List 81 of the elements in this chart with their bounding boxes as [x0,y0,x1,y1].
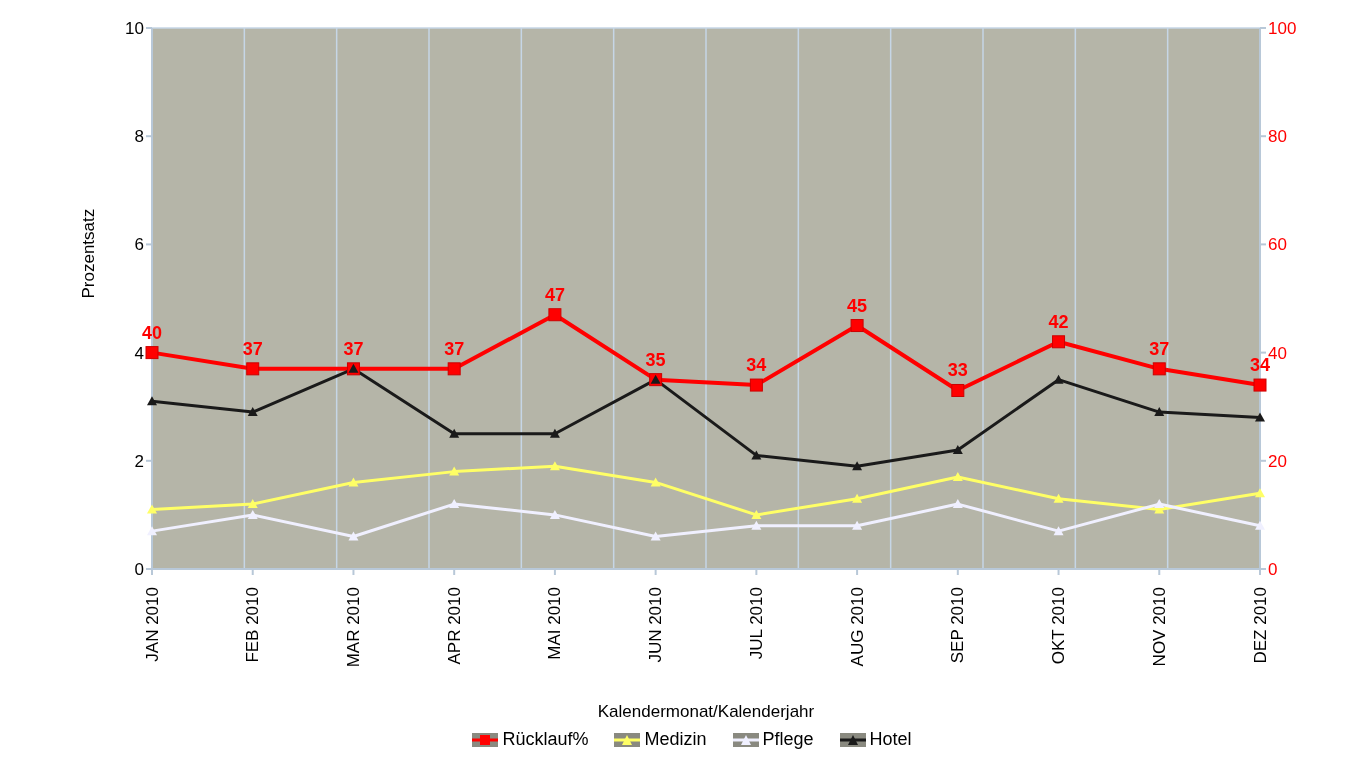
point [1053,526,1064,536]
x-tick-label: OKT 2010 [1049,587,1069,665]
point [951,383,965,397]
point [850,319,864,333]
point [247,499,258,509]
y-tick-label: 2 [134,451,144,471]
legend-label: Medizin [644,729,707,750]
x-tick-label: SEP 2010 [948,587,968,664]
data-label: 42 [1048,311,1069,332]
y2-tick-label: 0 [1268,560,1278,580]
x-tick-label: MAI 2010 [545,587,565,660]
y-tick-label: 6 [134,235,144,255]
point [246,362,260,376]
point [852,461,863,471]
y-tick-label: 10 [125,19,144,39]
data-label: 37 [343,338,364,359]
point [1253,378,1267,392]
point [147,396,157,406]
data-label: 34 [746,355,767,376]
x-axis-title: Kalendermonat/Kalenderjahr [597,702,815,721]
legend-label: Pflege [762,729,814,750]
legend-label: Hotel [869,729,912,750]
x-tick-label: MAR 2010 [343,587,363,668]
x-tick-label: JAN 2010 [142,587,162,662]
point [852,520,863,530]
y2-tick-label: 60 [1268,235,1287,255]
legend-label: Rücklauf% [502,729,589,750]
point [1154,499,1165,509]
point [1154,407,1165,417]
point [449,499,460,509]
point [549,428,560,438]
point [247,509,258,519]
point [1052,335,1066,349]
point [247,407,258,417]
x-tick-label: APR 2010 [444,587,464,665]
y-axis-title: Prozentsatz [79,208,99,299]
point [751,509,762,519]
point [548,308,562,322]
point [751,450,762,460]
point [449,428,460,438]
x-tick-label: NOV 2010 [1149,587,1169,667]
data-label: 33 [947,360,968,381]
y-tick-label: 0 [134,560,144,580]
data-label: 35 [645,349,666,370]
point [1152,362,1166,376]
point [1255,412,1265,422]
point [449,466,460,476]
y-tick-label: 8 [134,127,144,147]
point [1255,520,1265,530]
point [147,526,157,536]
point [952,499,963,509]
data-label: 47 [544,284,565,305]
x-tick-label: FEB 2010 [243,587,263,663]
point [751,520,762,530]
point [650,477,661,487]
point [749,378,763,392]
point [447,362,461,376]
point [549,509,560,519]
x-tick-label: DEZ 2010 [1250,587,1270,664]
y2-tick-label: 100 [1268,19,1297,39]
point [852,493,863,503]
y-tick-label: 4 [134,343,144,363]
point [549,461,560,471]
data-label: 37 [1149,338,1170,359]
x-tick-label: JUL 2010 [746,587,766,660]
y2-tick-label: 20 [1268,451,1287,471]
x-tick-label: JUN 2010 [646,587,666,663]
data-label: 40 [141,322,163,343]
y2-tick-label: 80 [1268,127,1287,147]
point [952,444,963,454]
data-label: 37 [444,338,465,359]
data-label: 37 [242,338,263,359]
point [145,346,159,360]
point [650,531,661,541]
point [952,472,963,482]
point [348,531,359,541]
x-tick-label: AUG 2010 [847,587,867,667]
data-label: 45 [847,295,868,316]
y2-tick-label: 40 [1268,343,1287,363]
point [1255,488,1265,498]
point [1053,493,1064,503]
